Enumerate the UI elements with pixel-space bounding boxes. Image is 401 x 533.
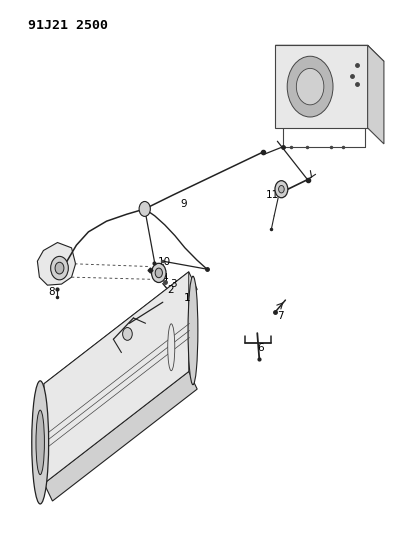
Text: 7: 7	[277, 311, 283, 320]
Ellipse shape	[32, 381, 49, 504]
Text: 3: 3	[170, 279, 176, 288]
Polygon shape	[44, 372, 196, 501]
Text: 8: 8	[48, 287, 55, 297]
Text: 4: 4	[161, 273, 168, 283]
Text: 9: 9	[180, 199, 187, 208]
Circle shape	[296, 68, 323, 105]
Circle shape	[151, 263, 166, 282]
Circle shape	[122, 327, 132, 340]
Text: 5: 5	[155, 268, 162, 278]
Text: 6: 6	[257, 343, 263, 352]
Polygon shape	[37, 243, 75, 285]
Circle shape	[278, 185, 284, 193]
Ellipse shape	[188, 276, 197, 385]
Ellipse shape	[36, 410, 44, 475]
Text: 1: 1	[183, 294, 190, 303]
Text: 2: 2	[167, 286, 174, 295]
Circle shape	[55, 262, 64, 274]
Polygon shape	[275, 45, 367, 128]
Polygon shape	[275, 45, 383, 61]
Polygon shape	[44, 272, 188, 483]
Circle shape	[139, 201, 150, 216]
Text: 91J21 2500: 91J21 2500	[28, 19, 108, 31]
Polygon shape	[44, 272, 196, 401]
Text: 11: 11	[265, 190, 278, 199]
Ellipse shape	[167, 324, 174, 371]
Circle shape	[286, 56, 332, 117]
Text: 10: 10	[157, 257, 170, 267]
Polygon shape	[367, 45, 383, 144]
Circle shape	[274, 181, 287, 198]
Circle shape	[51, 256, 68, 280]
Circle shape	[155, 268, 162, 278]
